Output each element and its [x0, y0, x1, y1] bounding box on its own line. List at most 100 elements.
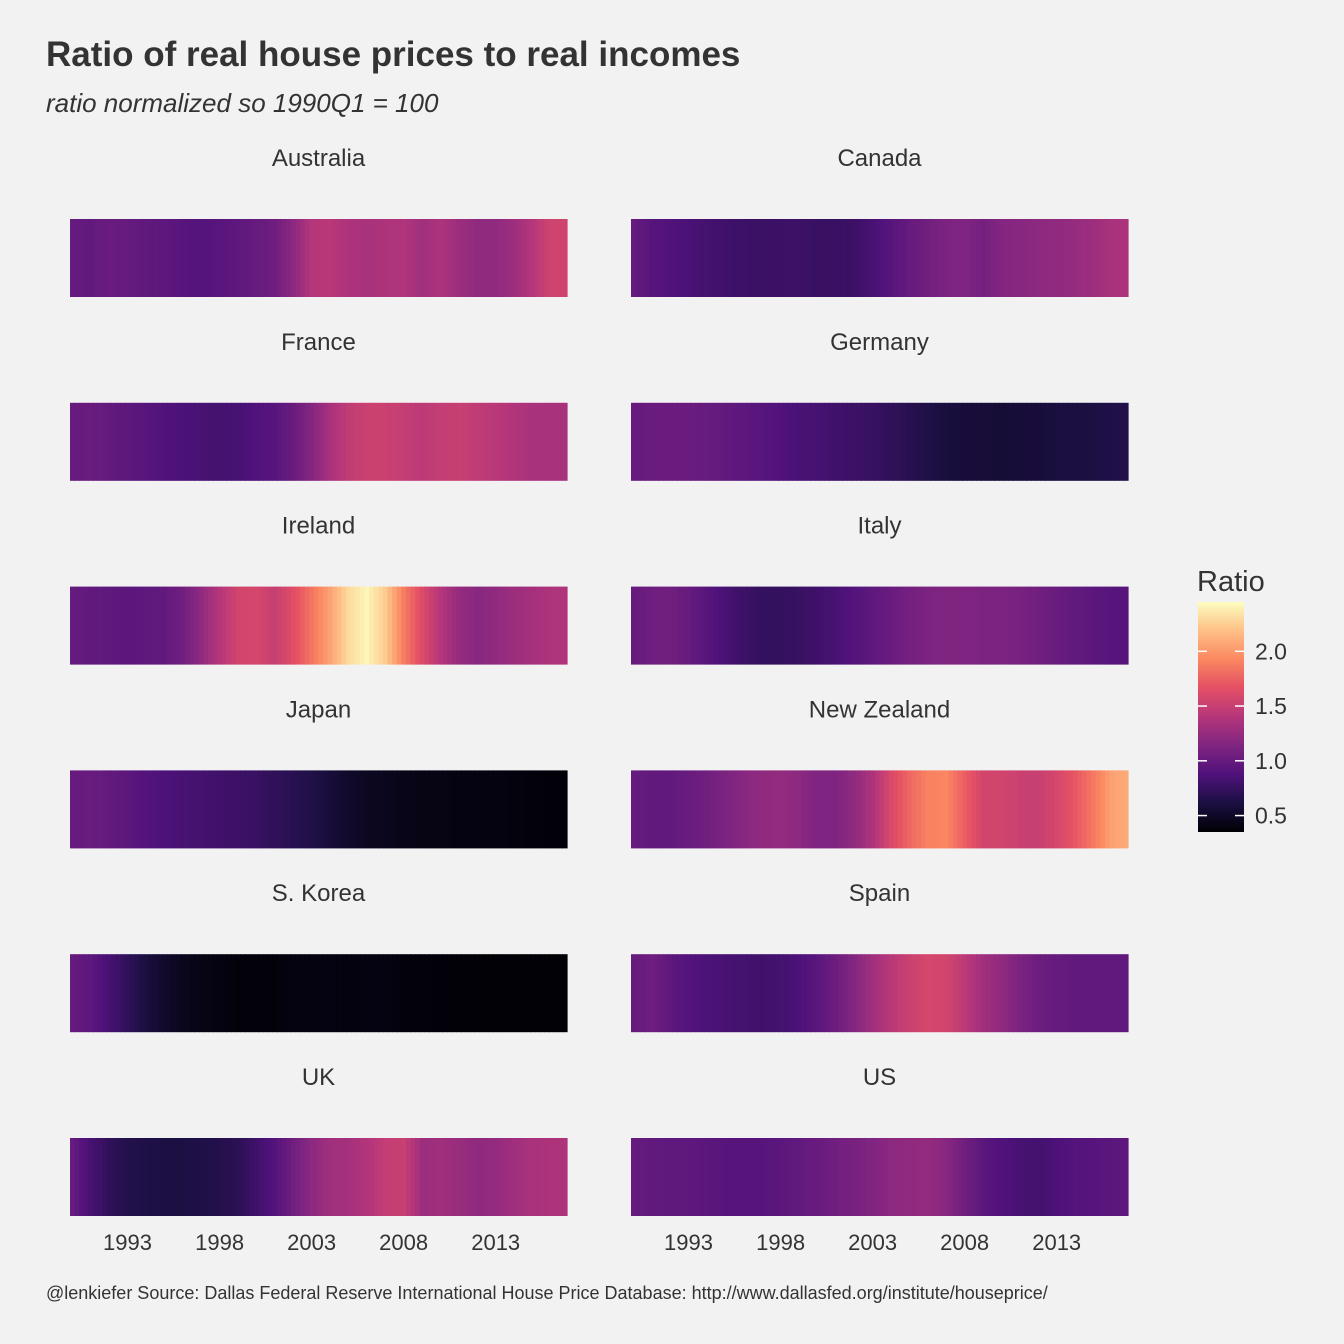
heat-cell: [548, 586, 554, 665]
heat-cell: [847, 1138, 853, 1216]
heat-cell: [382, 1138, 389, 1216]
heat-cell: [649, 586, 655, 665]
heat-cell: [1031, 402, 1037, 481]
heat-cell: [327, 1138, 333, 1216]
heat-cell: [212, 770, 218, 849]
heat-cell: [341, 219, 347, 297]
heat-cell: [838, 954, 844, 1033]
heat-cell: [1104, 770, 1111, 849]
heat-cell: [290, 402, 297, 481]
heat-cell: [897, 770, 904, 849]
heat-cell: [1017, 402, 1023, 481]
heat-cell: [484, 402, 490, 481]
heat-cell: [313, 1138, 320, 1216]
heat-cell: [925, 402, 931, 481]
heat-cell: [824, 770, 830, 849]
heat-cell: [792, 586, 798, 665]
heat-cell: [851, 219, 858, 297]
heat-cell: [143, 586, 149, 665]
heat-cell: [516, 402, 522, 481]
heat-cell: [1008, 770, 1014, 849]
heat-cell: [240, 770, 246, 849]
heat-cell: [690, 586, 697, 665]
heat-cell: [709, 770, 715, 849]
heat-cell: [778, 770, 784, 849]
heat-cell: [861, 1138, 867, 1216]
heat-cell: [654, 770, 660, 849]
heat-cell: [240, 402, 246, 481]
heat-cell: [272, 219, 278, 297]
heat-cell: [1063, 954, 1069, 1033]
heat-cell: [810, 770, 816, 849]
heat-cell: [470, 770, 476, 849]
heat-cell: [323, 586, 329, 665]
heat-cell: [681, 770, 687, 849]
heat-cell: [838, 586, 844, 665]
heat-cell: [828, 402, 835, 481]
heat-cell: [148, 219, 154, 297]
heat-cell: [129, 402, 136, 481]
heat-cell: [295, 1138, 301, 1216]
heat-cell: [516, 770, 522, 849]
heat-cell: [943, 219, 950, 297]
heat-cell: [1022, 586, 1028, 665]
heat-cell: [700, 219, 706, 297]
heat-cell: [847, 770, 853, 849]
heat-cell: [134, 402, 140, 481]
heat-cell: [888, 402, 894, 481]
heat-cell: [456, 402, 462, 481]
heat-cell: [1114, 586, 1120, 665]
heat-cell: [999, 1138, 1005, 1216]
heat-cell: [470, 402, 476, 481]
panel-canada: Canada: [631, 145, 1129, 297]
heat-cell: [810, 1138, 816, 1216]
heat-cell: [493, 586, 499, 665]
heat-cell: [143, 402, 149, 481]
heat-cell: [801, 586, 807, 665]
heat-cell: [175, 402, 182, 481]
heat-cell: [300, 1138, 306, 1216]
heat-cell: [323, 402, 329, 481]
heat-cell: [861, 954, 867, 1033]
heat-cell: [750, 770, 756, 849]
heat-cell: [709, 954, 715, 1033]
heat-cell: [1068, 586, 1074, 665]
heat-cell: [994, 402, 1000, 481]
heat-cell: [79, 402, 85, 481]
heat-cell: [277, 954, 283, 1033]
heat-cell: [1026, 219, 1032, 297]
heat-cell: [815, 586, 821, 665]
heat-cell: [723, 770, 729, 849]
x-tick-label: 2008: [379, 1230, 428, 1255]
heat-cell: [907, 586, 913, 665]
heat-cell: [378, 954, 384, 1033]
heat-cell: [805, 586, 812, 665]
heat-cell: [1063, 770, 1069, 849]
heat-cell: [318, 402, 324, 481]
heat-cell: [553, 402, 559, 481]
heat-cell: [796, 1138, 802, 1216]
heat-cell: [226, 586, 232, 665]
heat-cell: [884, 770, 890, 849]
heat-cell: [267, 402, 274, 481]
heat-cell: [1063, 219, 1069, 297]
heat-cell: [1008, 954, 1014, 1033]
heat-cell: [1081, 586, 1088, 665]
heat-cell: [125, 586, 131, 665]
heat-cell: [240, 1138, 246, 1216]
heat-cell: [1040, 770, 1046, 849]
heat-cell: [511, 219, 517, 297]
heat-cell: [415, 219, 421, 297]
legend: Ratio 0.5 1.0 1.5 2.0: [1197, 566, 1287, 832]
heat-cell: [1118, 586, 1124, 665]
heat-cell: [488, 402, 494, 481]
heat-cell: [313, 770, 320, 849]
heat-cell: [925, 1138, 931, 1216]
heat-cell: [231, 1138, 237, 1216]
heat-cell: [713, 586, 720, 665]
heat-cell: [258, 402, 264, 481]
heat-cell: [1095, 954, 1101, 1033]
heat-cell: [953, 1138, 959, 1216]
heat-cell: [534, 586, 540, 665]
heat-cell: [111, 1138, 117, 1216]
